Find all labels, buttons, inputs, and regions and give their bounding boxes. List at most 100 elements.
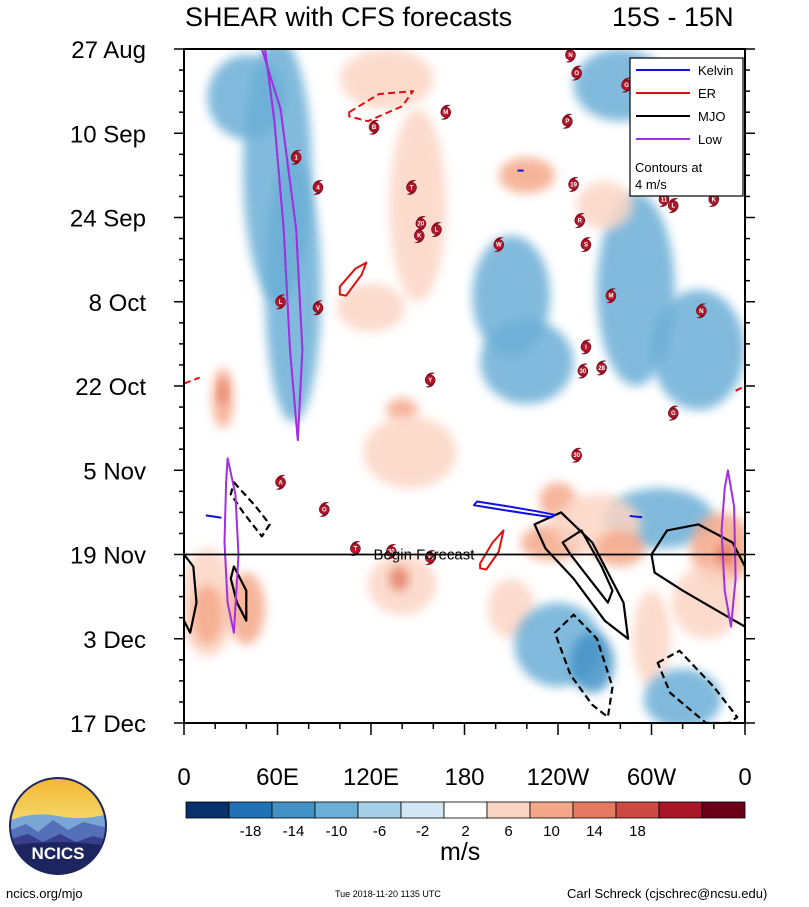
storm-label: 30 (580, 369, 587, 375)
shear-anomaly-patch (643, 668, 722, 723)
low-contour-dashed (260, 49, 304, 441)
storm-marker: 19 (568, 176, 579, 192)
colorbar-bin (271, 801, 316, 819)
mjo-contour (229, 481, 271, 538)
low-contour (223, 457, 240, 634)
colorbar-label: 14 (586, 823, 603, 840)
legend-entry-label: Kelvin (698, 63, 733, 78)
storm-marker: 28 (596, 360, 607, 376)
er-contour (338, 261, 368, 297)
storm-marker: S (580, 237, 592, 253)
y-tick-label: 10 Sep (70, 121, 146, 148)
storm-label: W (496, 243, 502, 249)
storm-label: L (671, 204, 675, 210)
storm-marker: T (406, 179, 417, 195)
colorbar-label: -10 (326, 823, 348, 840)
storm-label: 11 (661, 197, 668, 203)
colorbar-bin (228, 801, 273, 819)
shear-anomaly-patch (632, 590, 671, 687)
storm-marker: I (580, 339, 592, 355)
y-tick-label: 24 Sep (70, 206, 146, 233)
y-tick-label: 3 Dec (83, 627, 146, 654)
storm-eye (318, 504, 330, 515)
storm-marker: O (318, 501, 330, 517)
shear-anomaly-patch (464, 85, 590, 134)
storm-label: R (578, 219, 583, 225)
storm-eye (440, 106, 452, 118)
storm-eye (312, 182, 324, 193)
storm-eye (424, 374, 436, 386)
storm-label: O (574, 71, 579, 77)
storm-eye (577, 365, 589, 377)
er-contour (735, 385, 745, 392)
storm-eye (290, 152, 302, 163)
y-tick-label: 17 Dec (70, 711, 146, 738)
storm-label: Y (428, 378, 432, 384)
storm-label: 28 (598, 366, 605, 372)
y-tick-label: 22 Oct (75, 374, 146, 401)
shear-anomaly-patch (363, 416, 457, 489)
legend-box (629, 57, 744, 197)
colorbar-bin (314, 801, 359, 819)
storm-label: A (278, 480, 283, 486)
er-contour (184, 376, 200, 385)
storm-label: M (443, 110, 448, 116)
shear-anomaly-patch (191, 584, 223, 645)
storm-marker: Y (424, 372, 436, 388)
storm-eye (568, 179, 579, 190)
x-tick-label: 0 (177, 764, 190, 791)
colorbar-label: -6 (373, 823, 386, 840)
storm-eye (493, 239, 505, 250)
storm-label: 4 (316, 185, 320, 191)
x-tick-label: 120W (527, 764, 590, 791)
footer-url: ncics.org/mjo (6, 886, 83, 901)
shear-anomaly-patch (651, 289, 745, 411)
storm-eye (667, 407, 679, 419)
y-tick-label: 19 Nov (70, 543, 146, 570)
storm-marker: W (493, 237, 505, 253)
storm-marker: R (574, 213, 586, 228)
storm-label: 19 (570, 182, 577, 188)
x-tick-label: 120E (343, 764, 399, 791)
storm-marker: G (667, 405, 679, 421)
colorbar-bin (658, 801, 703, 819)
colorbar: -18 -14 -10 -6 -2 2 6 10 14 18 (185, 801, 746, 840)
shear-anomaly-patch (389, 566, 409, 591)
storm-marker: T (350, 541, 361, 556)
storm-label: O (322, 507, 327, 513)
storm-label: N (699, 309, 703, 315)
storm-label: T (410, 185, 414, 191)
legend: Kelvin ER MJO Low Contours at 4 m/s (629, 57, 744, 197)
storm-eye (605, 290, 617, 302)
shear-anomaly-patch (336, 283, 406, 332)
colorbar-label: 18 (629, 823, 646, 840)
storm-eye (413, 230, 425, 241)
y-tick-label: 8 Oct (89, 290, 147, 317)
x-tick-label: 0 (738, 764, 751, 791)
storm-eye (562, 115, 573, 127)
storm-label: S (584, 243, 588, 249)
storm-label: K (417, 234, 422, 240)
storm-marker: L (275, 294, 286, 310)
low-contour (720, 469, 737, 628)
colorbar-label: 6 (504, 823, 512, 840)
storm-marker: K (413, 228, 425, 244)
contours (184, 49, 745, 723)
storm-label: T (354, 547, 358, 553)
shear-anomaly-patch (690, 512, 745, 585)
storm-eye (596, 362, 607, 374)
storm-marker: L (431, 222, 442, 237)
storm-eye (431, 224, 442, 235)
storm-marker: V (312, 300, 324, 316)
shear-anomaly-patch (339, 49, 434, 110)
logo-text: NCICS (32, 844, 85, 863)
shear-anomaly-patch (576, 181, 633, 230)
colorbar-bin (572, 801, 617, 819)
colorbar-label: -14 (283, 823, 305, 840)
colorbar-bin (486, 801, 531, 819)
mjo-contour (656, 649, 739, 723)
mjo-contour (561, 529, 614, 604)
storm-marker: M (605, 288, 617, 304)
